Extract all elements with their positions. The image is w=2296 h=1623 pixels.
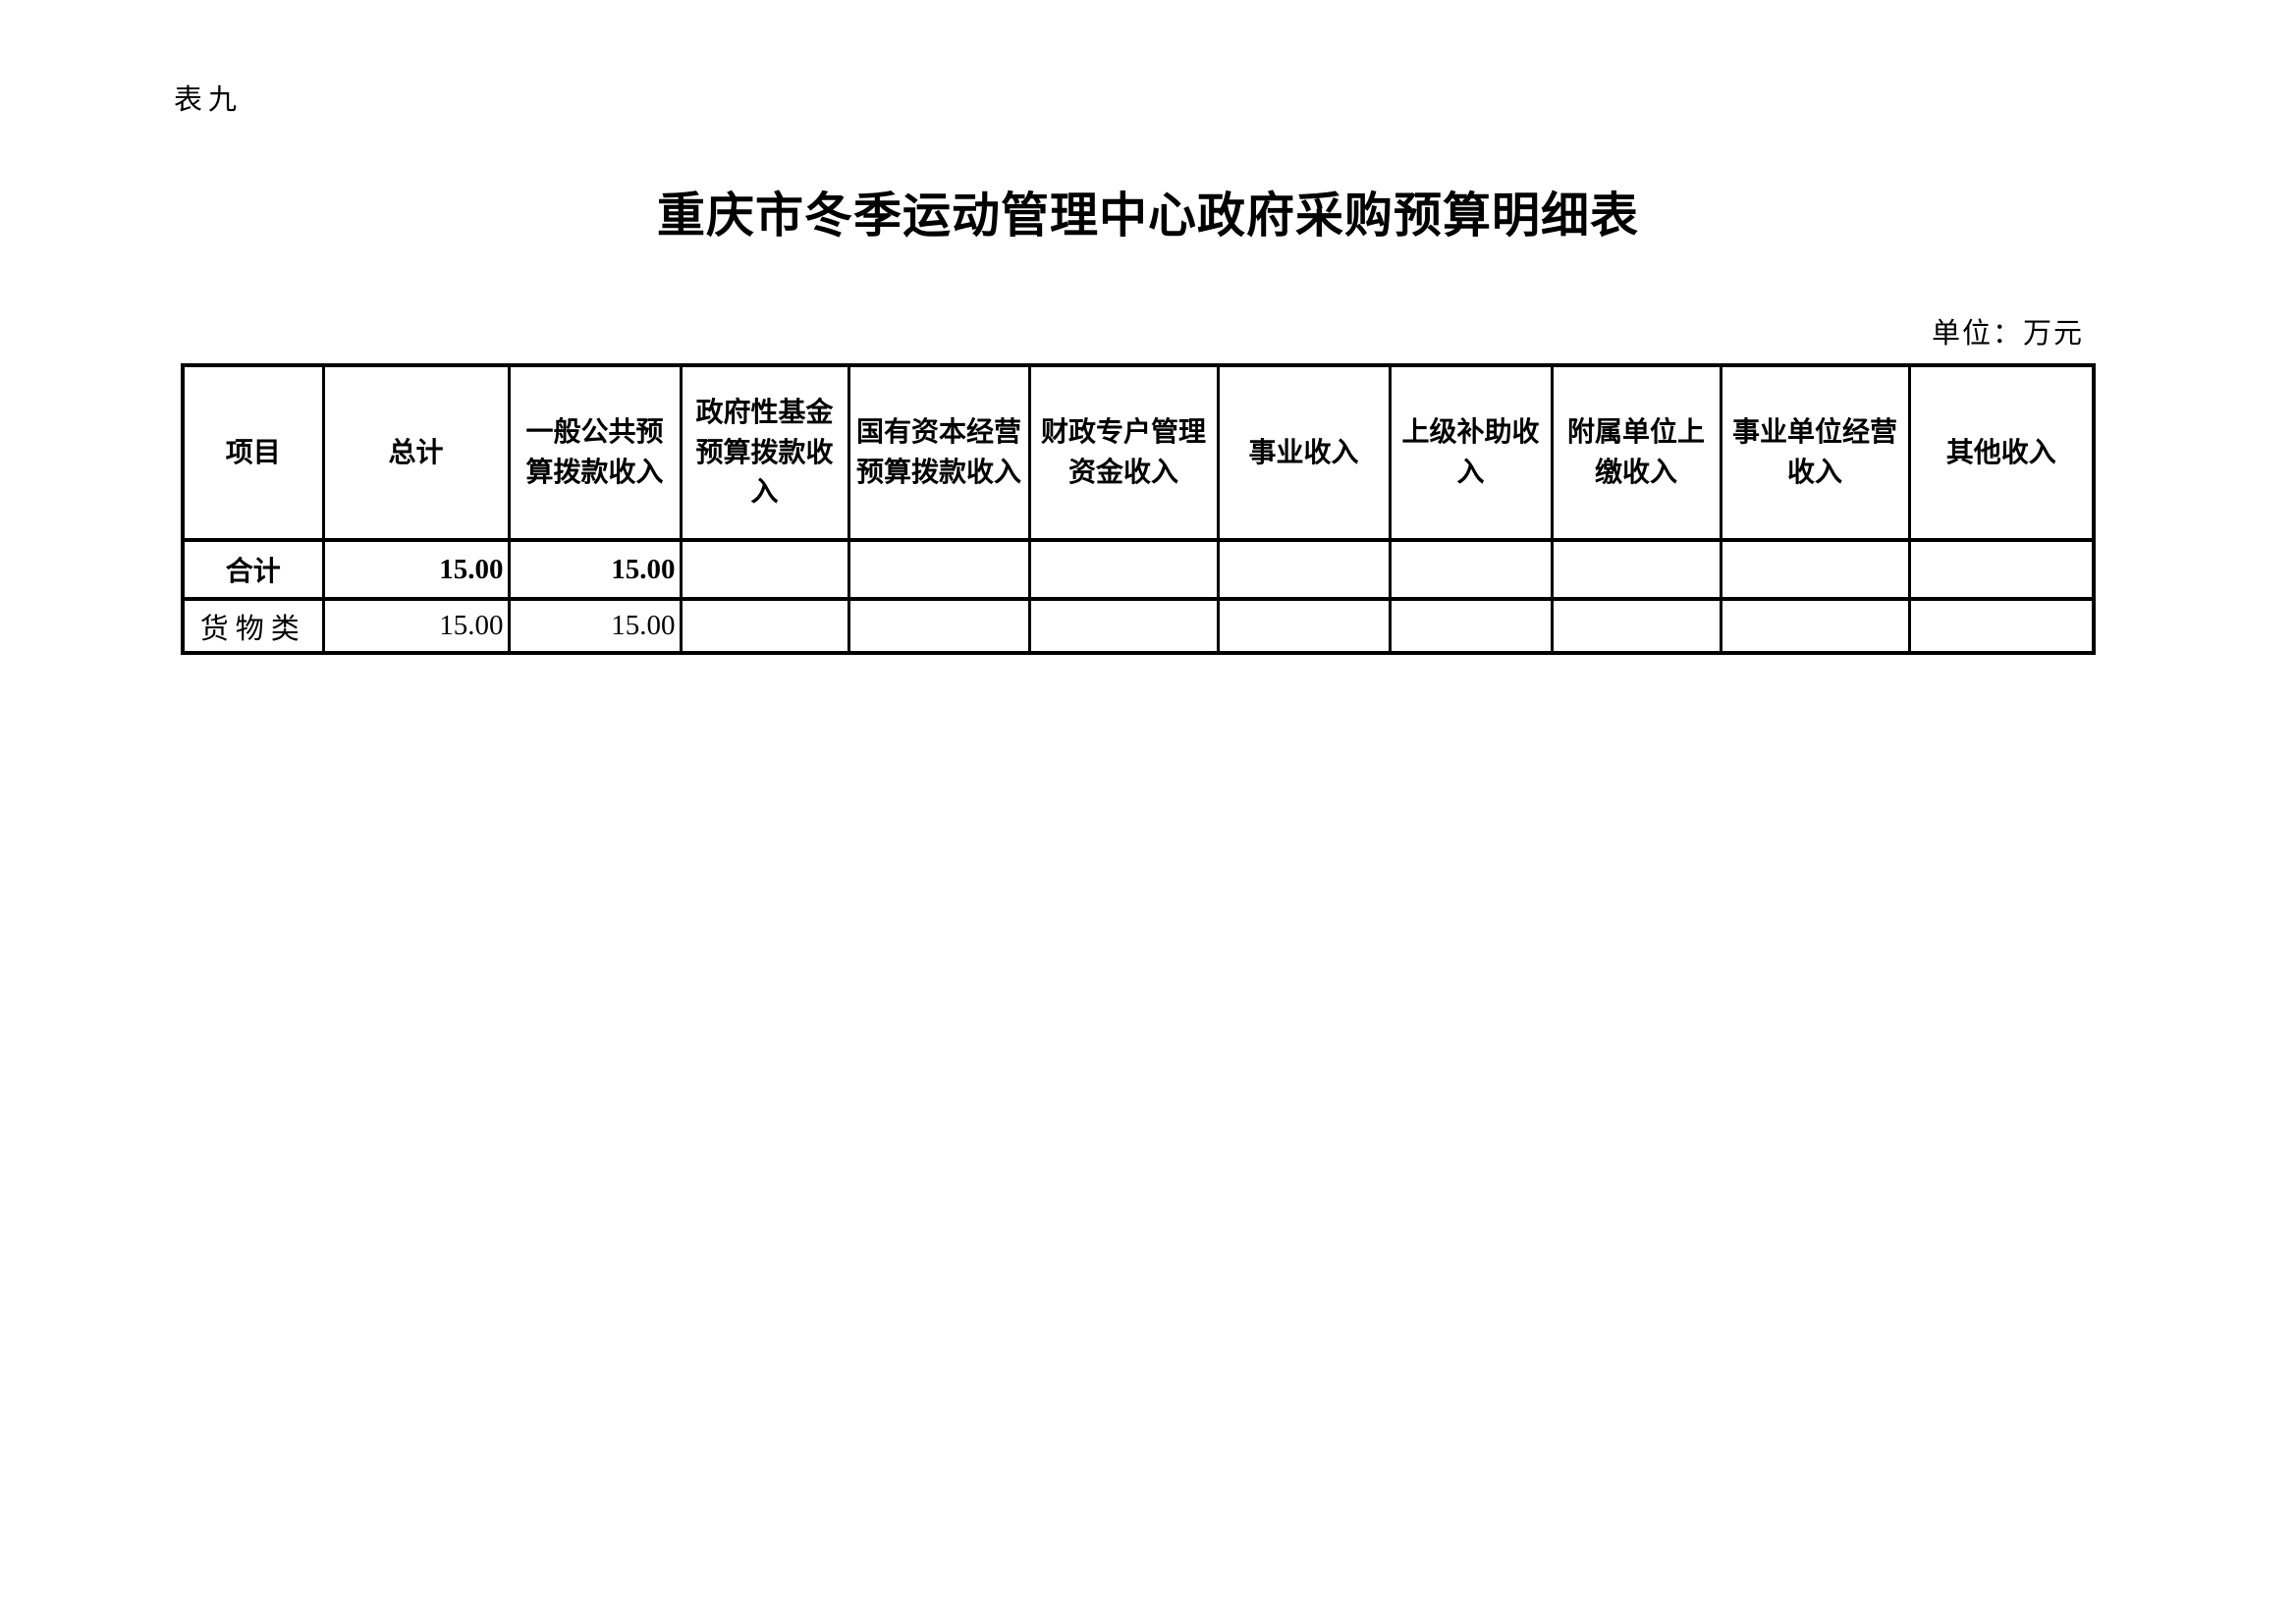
cell-goods-general-public-budget: 15.00 — [507, 597, 683, 655]
col-header-general-public-budget-income: 一般公共预算拨款收入 — [507, 363, 683, 542]
row-label-total: 合计 — [181, 538, 325, 601]
col-header-state-capital-budget-income: 国有资本经营预算拨款收入 — [847, 363, 1031, 542]
cell-total-business-income — [1216, 538, 1392, 601]
page-title: 重庆市冬季运动管理中心政府采购预算明细表 — [656, 189, 1639, 243]
cell-goods-grand-total: 15.00 — [321, 597, 511, 655]
cell-goods-institution-operating — [1719, 597, 1911, 655]
col-header-grand-total: 总计 — [321, 363, 511, 542]
cell-goods-business-income — [1216, 597, 1392, 655]
cell-goods-affiliated-remittance — [1550, 597, 1722, 655]
col-header-business-income: 事业收入 — [1216, 363, 1392, 542]
cell-total-institution-operating — [1719, 538, 1911, 601]
col-header-item: 项目 — [181, 363, 325, 542]
cell-total-affiliated-remittance — [1550, 538, 1722, 601]
table-number-label: 表九 — [174, 84, 244, 116]
cell-total-state-capital — [847, 538, 1031, 601]
unit-note: 单位：万元 — [1931, 318, 2084, 350]
col-header-other-income: 其他收入 — [1907, 363, 2096, 542]
cell-total-government-fund — [679, 538, 850, 601]
col-header-superior-subsidy-income: 上级补助收入 — [1388, 363, 1554, 542]
cell-total-fiscal-special-account — [1027, 538, 1220, 601]
header-row: 项目 总计 一般公共预算拨款收入 政府性基金预算拨款收入 国有资本经营预算拨款收… — [181, 363, 2096, 542]
table-row-goods: 货物类 15.00 15.00 — [181, 597, 2096, 655]
cell-goods-superior-subsidy — [1388, 597, 1554, 655]
row-label-goods: 货物类 — [181, 597, 325, 655]
procurement-budget-table: 项目 总计 一般公共预算拨款收入 政府性基金预算拨款收入 国有资本经营预算拨款收… — [181, 363, 2096, 655]
col-header-institution-operating-income: 事业单位经营收入 — [1719, 363, 1911, 542]
cell-total-other-income — [1907, 538, 2096, 601]
table-row-total: 合计 15.00 15.00 — [181, 538, 2096, 601]
cell-goods-fiscal-special-account — [1027, 597, 1220, 655]
cell-total-superior-subsidy — [1388, 538, 1554, 601]
col-header-fiscal-special-account-income: 财政专户管理资金收入 — [1027, 363, 1220, 542]
cell-goods-government-fund — [679, 597, 850, 655]
cell-total-grand-total: 15.00 — [321, 538, 511, 601]
cell-goods-other-income — [1907, 597, 2096, 655]
cell-total-general-public-budget: 15.00 — [507, 538, 683, 601]
col-header-government-fund-budget-income: 政府性基金预算拨款收入 — [679, 363, 850, 542]
cell-goods-state-capital — [847, 597, 1031, 655]
col-header-affiliated-unit-remittance-income: 附属单位上缴收入 — [1550, 363, 1722, 542]
